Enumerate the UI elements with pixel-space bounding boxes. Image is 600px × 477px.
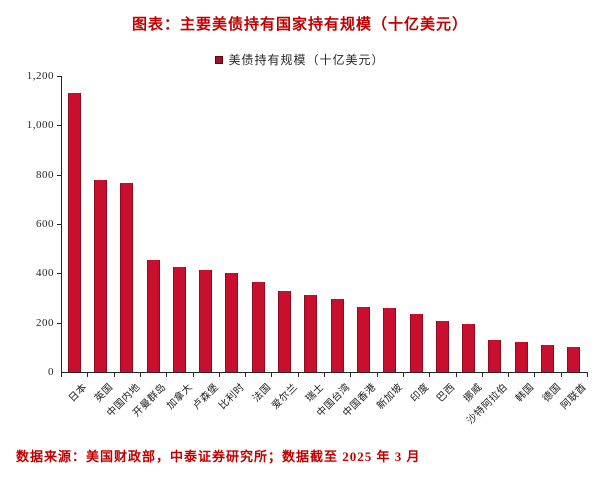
source-note: 数据来源：美国财政部，中泰证券研究所；数据截至 2025 年 3 月 (16, 449, 421, 464)
bar-巴西 (435, 320, 449, 372)
chart-title: 图表：主要美债持有国家持有规模（十亿美元） (131, 17, 468, 33)
bar-中国内地 (120, 183, 134, 372)
x-tick (508, 373, 510, 377)
x-tick (245, 373, 247, 377)
x-label-日本: 日本 (67, 381, 90, 405)
x-tick (587, 373, 588, 377)
y-tick-label: 600 (36, 218, 54, 230)
bar-沙特阿拉伯 (488, 339, 502, 372)
y-tick-label: 1,000 (26, 119, 54, 132)
bar-比利时 (225, 272, 239, 372)
x-axis-line (61, 372, 588, 373)
bar-卢森堡 (199, 270, 213, 372)
x-tick (560, 373, 562, 377)
bar-瑞士 (304, 295, 318, 372)
x-tick (481, 373, 483, 377)
x-label-比利时: 比利时 (217, 381, 248, 412)
x-tick (350, 373, 352, 377)
bar-阿联酋 (567, 346, 581, 372)
x-tick (297, 373, 299, 377)
x-tick (139, 373, 141, 377)
bar-爱尔兰 (278, 290, 292, 372)
bar-中国台湾 (330, 299, 344, 372)
x-tick (429, 373, 431, 377)
bar-开曼群岛 (146, 259, 160, 372)
y-tick (57, 174, 61, 176)
bar-日本 (67, 93, 81, 372)
x-label-新加坡: 新加坡 (375, 381, 406, 412)
y-tick (57, 125, 61, 127)
bar-中国香港 (356, 306, 370, 372)
y-tick-label: 0 (48, 366, 54, 378)
x-tick (218, 373, 220, 377)
x-tick (87, 373, 89, 377)
y-tick-label: 200 (36, 316, 54, 329)
bar-法国 (251, 282, 265, 372)
x-label-巴西: 巴西 (435, 381, 458, 405)
y-tick (57, 76, 61, 77)
y-tick (57, 273, 61, 275)
y-tick-label: 1,200 (26, 70, 54, 82)
bar-印度 (409, 313, 423, 372)
x-tick (324, 373, 325, 377)
bar-韩国 (514, 341, 528, 372)
y-tick-label: 800 (36, 168, 54, 181)
legend-label: 美债持有规模（十亿美元） (228, 53, 385, 67)
x-label-加拿大: 加拿大 (164, 381, 195, 412)
x-tick (402, 373, 404, 377)
x-label-印度: 印度 (409, 381, 432, 405)
x-tick (376, 373, 378, 377)
x-tick (534, 373, 536, 377)
x-label-爱尔兰: 爱尔兰 (270, 381, 301, 412)
x-tick (271, 373, 273, 377)
legend: 美债持有规模（十亿美元） (0, 51, 600, 68)
bar-挪威 (462, 323, 476, 372)
x-label-卢森堡: 卢森堡 (191, 381, 222, 412)
x-label-阿联酋: 阿联酋 (559, 381, 590, 412)
y-tick (57, 322, 61, 324)
x-tick (113, 373, 115, 377)
x-tick (166, 373, 168, 377)
x-tick (455, 373, 457, 377)
bar-加拿大 (172, 266, 186, 372)
x-label-韩国: 韩国 (514, 381, 537, 405)
x-tick (192, 373, 194, 377)
y-axis-line (61, 76, 62, 372)
x-tick (61, 373, 62, 377)
legend-swatch-icon (215, 55, 224, 64)
bar-新加坡 (383, 307, 397, 372)
bar-英国 (93, 179, 107, 372)
y-tick (57, 224, 61, 225)
y-tick-label: 400 (36, 267, 54, 280)
bar-德国 (541, 344, 555, 372)
